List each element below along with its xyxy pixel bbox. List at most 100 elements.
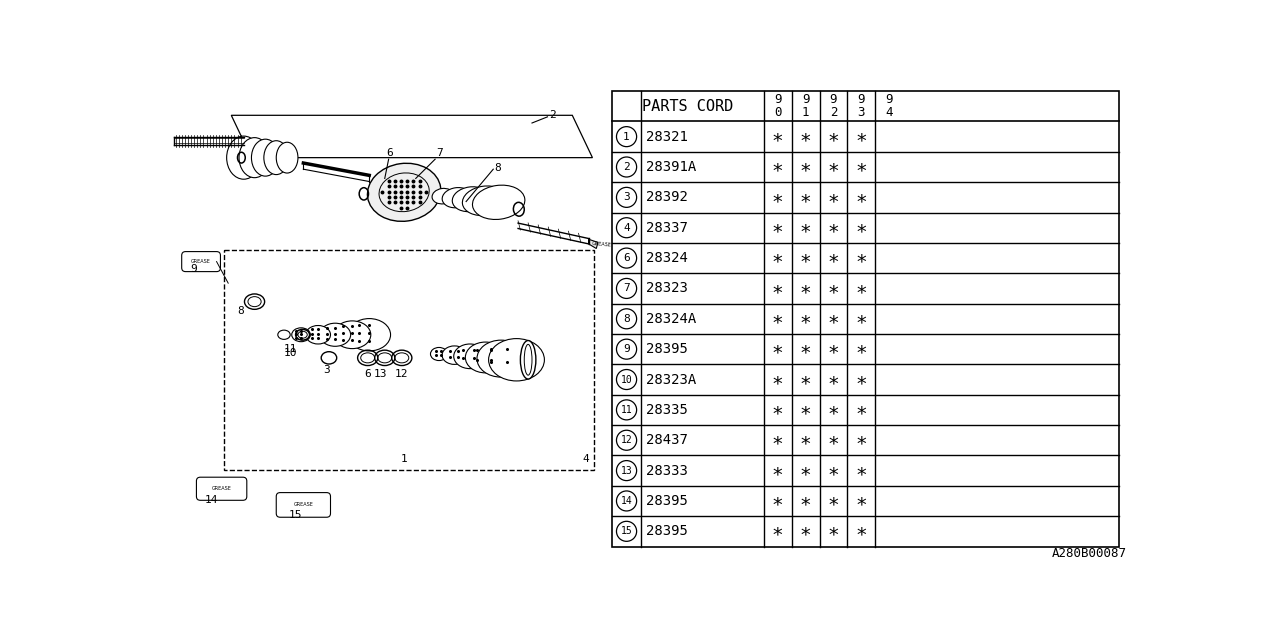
Text: ∗: ∗ — [855, 218, 868, 237]
Text: ∗: ∗ — [800, 309, 812, 328]
Text: ∗: ∗ — [855, 431, 868, 450]
Ellipse shape — [292, 328, 310, 342]
FancyBboxPatch shape — [182, 252, 220, 271]
Text: 9: 9 — [774, 93, 781, 106]
Text: ∗: ∗ — [800, 461, 812, 480]
Ellipse shape — [276, 142, 298, 173]
Text: ∗: ∗ — [800, 401, 812, 419]
Ellipse shape — [452, 187, 489, 212]
Text: 2: 2 — [623, 162, 630, 172]
Text: ∗: ∗ — [828, 461, 840, 480]
Text: ∗: ∗ — [828, 157, 840, 177]
Text: ∗: ∗ — [828, 127, 840, 146]
Text: ∗: ∗ — [855, 461, 868, 480]
Text: 9: 9 — [829, 93, 837, 106]
Text: 12: 12 — [621, 435, 632, 445]
Text: ∗: ∗ — [772, 218, 783, 237]
Text: ∗: ∗ — [772, 401, 783, 419]
Text: ∗: ∗ — [772, 157, 783, 177]
Text: ∗: ∗ — [800, 188, 812, 207]
Text: GREASE: GREASE — [191, 259, 211, 264]
Text: 28321: 28321 — [646, 130, 687, 143]
Text: 8: 8 — [494, 163, 500, 173]
Ellipse shape — [278, 330, 291, 339]
Text: GREASE: GREASE — [211, 486, 232, 492]
Text: ∗: ∗ — [828, 309, 840, 328]
Text: 28391A: 28391A — [646, 160, 696, 174]
Text: 2: 2 — [829, 106, 837, 118]
Text: ∗: ∗ — [828, 401, 840, 419]
Ellipse shape — [367, 163, 440, 221]
Ellipse shape — [430, 348, 448, 360]
Ellipse shape — [477, 340, 525, 377]
Text: 10: 10 — [284, 348, 297, 358]
Text: 9: 9 — [623, 344, 630, 354]
Text: 7: 7 — [623, 284, 630, 293]
Text: 1: 1 — [401, 454, 407, 464]
Text: ∗: ∗ — [828, 218, 840, 237]
Text: 4: 4 — [886, 106, 893, 118]
Text: 13: 13 — [374, 369, 388, 379]
Text: ∗: ∗ — [855, 157, 868, 177]
FancyBboxPatch shape — [276, 493, 330, 517]
Text: ∗: ∗ — [800, 127, 812, 146]
Ellipse shape — [306, 326, 330, 344]
Text: ∗: ∗ — [828, 279, 840, 298]
Text: ∗: ∗ — [800, 157, 812, 177]
Text: ∗: ∗ — [855, 248, 868, 268]
Text: 28395: 28395 — [646, 494, 687, 508]
Text: 14: 14 — [205, 495, 219, 504]
Text: ∗: ∗ — [800, 431, 812, 450]
Text: ∗: ∗ — [855, 309, 868, 328]
Text: ∗: ∗ — [800, 370, 812, 389]
Ellipse shape — [442, 346, 467, 364]
Text: 1: 1 — [801, 106, 809, 118]
Ellipse shape — [442, 188, 471, 208]
Text: A280B00087: A280B00087 — [1052, 547, 1128, 561]
Text: 3: 3 — [858, 106, 865, 118]
Text: ∗: ∗ — [855, 401, 868, 419]
Ellipse shape — [320, 323, 351, 346]
Text: ∗: ∗ — [772, 522, 783, 541]
Text: 4: 4 — [582, 454, 590, 464]
Text: ∗: ∗ — [828, 370, 840, 389]
Text: 2: 2 — [549, 110, 556, 120]
Text: ∗: ∗ — [828, 431, 840, 450]
Text: 28323: 28323 — [646, 282, 687, 296]
Text: ∗: ∗ — [772, 492, 783, 511]
Text: 6: 6 — [623, 253, 630, 263]
Text: GREASE: GREASE — [293, 502, 314, 507]
Text: 12: 12 — [396, 369, 408, 379]
Text: 10: 10 — [621, 374, 632, 385]
Polygon shape — [589, 239, 598, 248]
Text: 6: 6 — [365, 369, 371, 379]
Text: 28324: 28324 — [646, 251, 687, 265]
Ellipse shape — [453, 344, 486, 369]
Ellipse shape — [489, 339, 544, 381]
Text: 28337: 28337 — [646, 221, 687, 235]
Text: 8: 8 — [237, 306, 244, 316]
Text: ∗: ∗ — [855, 370, 868, 389]
Text: 28395: 28395 — [646, 524, 687, 538]
FancyBboxPatch shape — [196, 477, 247, 500]
Text: ∗: ∗ — [855, 188, 868, 207]
Text: 9: 9 — [801, 93, 809, 106]
Text: 28437: 28437 — [646, 433, 687, 447]
Text: ∗: ∗ — [772, 248, 783, 268]
Text: ∗: ∗ — [772, 279, 783, 298]
Ellipse shape — [251, 139, 279, 176]
Text: ∗: ∗ — [828, 492, 840, 511]
Text: 3: 3 — [323, 365, 329, 375]
Text: ∗: ∗ — [800, 279, 812, 298]
Text: ∗: ∗ — [855, 279, 868, 298]
Text: ∗: ∗ — [772, 340, 783, 358]
Text: 28333: 28333 — [646, 463, 687, 477]
Ellipse shape — [521, 340, 536, 379]
Text: 3: 3 — [623, 193, 630, 202]
Text: 13: 13 — [621, 466, 632, 476]
Text: GREASE: GREASE — [591, 241, 612, 247]
Text: 7: 7 — [436, 148, 443, 157]
Text: 28392: 28392 — [646, 190, 687, 204]
Ellipse shape — [264, 141, 289, 175]
Text: ∗: ∗ — [828, 522, 840, 541]
